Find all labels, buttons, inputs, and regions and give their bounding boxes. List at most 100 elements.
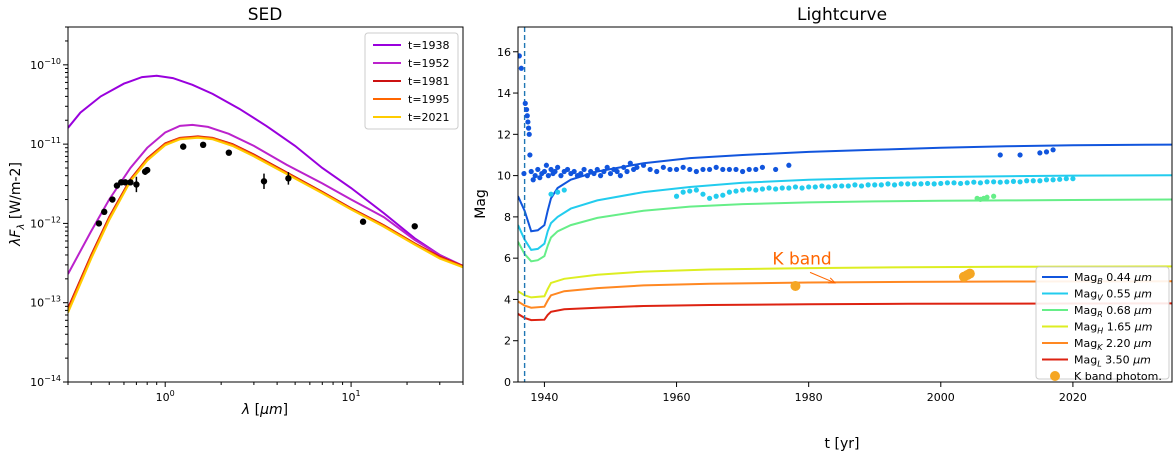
lc-data-point [944, 180, 950, 186]
lc-data-point [535, 166, 541, 173]
lc-data-point [526, 131, 532, 137]
lc-data-point [852, 182, 858, 188]
lc-data-point [865, 182, 871, 188]
lightcurve-axes-frame [517, 26, 1173, 383]
lc-data-point [845, 183, 851, 189]
sed-data-point [225, 149, 233, 156]
lc-data-point [548, 166, 554, 173]
lc-data-point [528, 168, 534, 175]
lc-data-point [1037, 178, 1043, 184]
sed-ticks: 10−14 10−13 10−12 10−11 10−10 100 101 [30, 26, 464, 404]
lc-data-point [552, 168, 558, 175]
lc-data-point [1024, 178, 1030, 184]
lc-ytick-label: 10 [497, 170, 511, 183]
lc-data-point [518, 53, 522, 59]
lc-data-point [527, 152, 533, 158]
lc-data-point [584, 173, 590, 179]
lightcurve-curves [518, 27, 1173, 382]
lc-data-point [673, 193, 680, 199]
lightcurve-chart: Lightcurve 0 2 4 6 8 10 12 14 16 1940 1960 1980 2000… [473, 5, 1173, 452]
sed-data-point [133, 181, 140, 188]
sed-ytick-label: 10−13 [30, 295, 61, 310]
lightcurve-ylabel: Mag [473, 189, 489, 219]
lc-legend-label: MagB 0.44 μm [1074, 271, 1152, 286]
sed-curves [68, 74, 463, 313]
lc-data-point [720, 166, 726, 173]
lc-data-point [541, 168, 548, 175]
lc-data-point [578, 170, 584, 177]
lc-data-point [1017, 152, 1023, 158]
sed-data-point [143, 166, 151, 174]
sed-axes-frame [67, 26, 464, 383]
lc-data-point [667, 166, 673, 173]
lc-data-point [726, 166, 732, 173]
lc-data-point [525, 125, 532, 131]
lc-xtick-label: 1980 [795, 391, 823, 404]
lc-data-point [806, 184, 812, 190]
sed-legend-label: t=1938 [408, 39, 450, 52]
lc-data-point [839, 183, 845, 189]
sed-legend: t=1938 t=1952 t=1981 t=1995 t=2021 [364, 32, 459, 130]
lc-data-point [624, 168, 630, 175]
lc-xtick-label: 1940 [530, 391, 558, 404]
sed-legend-label: t=2021 [408, 111, 450, 124]
lc-data-point [872, 182, 878, 188]
lc-data-point [1063, 176, 1069, 182]
lc-data-point [858, 183, 865, 189]
sed-data-point [109, 196, 116, 203]
lc-data-point [524, 113, 530, 119]
lc-data-point [918, 181, 924, 187]
sed-ytick-label: 10−12 [30, 215, 61, 230]
lc-data-point [640, 162, 647, 168]
sed-data-point [411, 223, 418, 230]
lc-data-point [832, 183, 838, 189]
lc-data-point [700, 166, 706, 173]
lc-data-point [786, 162, 792, 168]
lc-data-point [1057, 176, 1063, 182]
lc-series-L [518, 302, 1173, 322]
sed-data-point [199, 141, 207, 149]
lightcurve-points [518, 53, 1076, 292]
sed-data-point [260, 178, 268, 185]
lc-legend-label: MagV 0.55 μm [1074, 288, 1152, 303]
sed-ytick-label: 10−10 [30, 57, 61, 72]
lc-data-point [938, 180, 944, 187]
lc-data-point [601, 168, 607, 175]
lc-data-point [812, 184, 818, 190]
sed-points [95, 141, 418, 230]
lc-legend-box [1035, 266, 1170, 380]
lc-data-point [654, 168, 660, 175]
lc-data-point [726, 189, 732, 195]
lc-data-point [591, 170, 597, 177]
lc-data-point [984, 179, 990, 185]
lc-ytick-label: 14 [497, 87, 511, 100]
lc-data-point [627, 160, 633, 166]
lc-data-point [753, 166, 759, 173]
sed-data-point [122, 179, 129, 186]
lc-data-point [555, 164, 561, 170]
lc-data-point [525, 119, 531, 125]
lc-data-point [564, 166, 571, 173]
lc-data-point [700, 191, 706, 197]
lc-data-point [523, 106, 530, 113]
lc-data-point [951, 180, 957, 186]
lc-data-point [733, 188, 739, 194]
lc-data-point [543, 162, 550, 168]
lc-data-point [825, 184, 832, 190]
lc-xtick-label: 2000 [927, 391, 955, 404]
k-band-label: K band [772, 249, 831, 269]
sed-legend-label: t=1981 [408, 75, 450, 88]
sed-xtick-label: 101 [342, 389, 361, 404]
lc-data-point [766, 185, 772, 191]
lc-data-point [706, 195, 713, 201]
lc-data-point [687, 166, 693, 173]
sed-legend-box [364, 32, 459, 130]
lc-data-point [555, 189, 561, 195]
lc-data-point [1050, 147, 1056, 153]
sed-legend-label: t=1995 [408, 93, 450, 106]
sed-data-point [101, 208, 108, 216]
lc-data-point [561, 187, 567, 193]
lc-series-B [518, 143, 1173, 233]
lc-data-point [597, 173, 604, 179]
